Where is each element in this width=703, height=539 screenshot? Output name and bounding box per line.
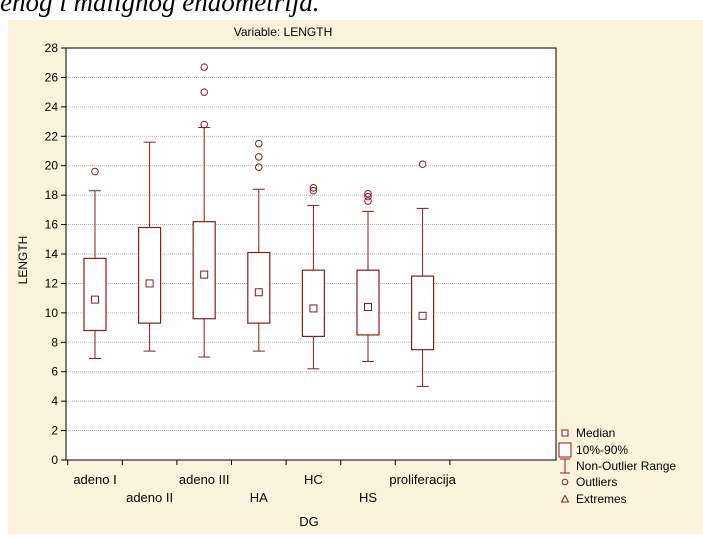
- percentile-box: [356, 269, 380, 336]
- percentile-box: [192, 221, 216, 320]
- median-marker: [364, 302, 372, 311]
- legend-median-symbol: [561, 429, 569, 437]
- box-1: [83, 167, 107, 359]
- box-plot-chart: Variable: LENGTH DG LENGTH 0246810121416…: [16, 25, 676, 529]
- x-tick-label: HA: [250, 490, 268, 505]
- outlier-point: [309, 186, 318, 195]
- y-tick-label: 16: [45, 218, 59, 232]
- legend-label: Median: [576, 426, 615, 440]
- y-tick-label: 14: [45, 247, 59, 261]
- legend-label: Non-Outlier Range: [576, 459, 676, 473]
- y-tick-label: 2: [51, 424, 58, 438]
- outlier-point: [309, 183, 318, 192]
- y-axis-label: LENGTH: [16, 236, 30, 285]
- outlier-point: [418, 160, 427, 169]
- y-tick-label: 24: [45, 100, 59, 114]
- legend-outlier-symbol: [561, 478, 569, 486]
- outlier-point: [91, 167, 99, 176]
- box-4: [247, 139, 271, 352]
- y-tick-label: 18: [45, 188, 59, 202]
- x-tick-label: adeno II: [126, 490, 173, 505]
- percentile-box: [138, 226, 162, 324]
- box-3: [192, 63, 216, 358]
- median-marker: [145, 279, 154, 288]
- y-tick-label: 4: [51, 394, 58, 408]
- chart-title: Variable: LENGTH: [234, 25, 332, 39]
- outlier-point: [364, 197, 372, 205]
- percentile-box: [83, 257, 107, 332]
- y-tick-label: 20: [45, 159, 59, 173]
- median-marker: [309, 304, 318, 313]
- figure-caption: enog i malignog endometrija.: [0, 0, 320, 17]
- x-tick-label: HS: [359, 490, 377, 505]
- legend-label: Extremes: [576, 492, 627, 506]
- y-tick-label: 22: [45, 129, 59, 143]
- y-tick-label: 10: [45, 306, 59, 320]
- y-tick-label: 0: [51, 453, 58, 467]
- box-6: [356, 189, 380, 362]
- median-marker: [200, 270, 209, 279]
- outlier-point: [364, 192, 372, 201]
- y-tick-label: 26: [45, 70, 59, 84]
- outlier-point: [364, 189, 372, 198]
- outlier-point: [255, 153, 263, 161]
- chart-figure: Variable: LENGTH DG LENGTH 0 2 4 6 8 10 12 14 16…: [8, 20, 703, 534]
- percentile-box: [301, 269, 325, 338]
- y-tick-label: 28: [45, 41, 59, 55]
- box-2: [138, 141, 162, 352]
- median-marker: [91, 295, 99, 304]
- x-tick-label: adeno III: [179, 472, 230, 487]
- percentile-box: [247, 251, 271, 324]
- outlier-point: [200, 88, 208, 96]
- plot-frame: [65, 47, 557, 461]
- x-tick-label: proliferacija: [389, 472, 456, 487]
- legend: Median 10%-90% Non-Outlier Range Outliers Ex…: [558, 426, 676, 506]
- x-tick-label: HC: [304, 472, 323, 487]
- outlier-point: [200, 63, 208, 71]
- x-axis-label: DG: [299, 514, 319, 529]
- outlier-point: [200, 120, 208, 129]
- plot-area: [83, 63, 435, 387]
- legend-box-symbol: [558, 442, 572, 458]
- legend-label: Outliers: [576, 475, 617, 489]
- y-tick-label: 6: [51, 365, 58, 379]
- box-7: [411, 160, 435, 387]
- median-marker: [418, 311, 427, 320]
- legend-label: 10%-90%: [576, 443, 628, 457]
- median-marker: [254, 288, 263, 297]
- legend-extreme-symbol: [560, 494, 570, 503]
- outlier-point: [255, 139, 263, 148]
- y-tick-label: 12: [45, 276, 59, 290]
- outlier-point: [255, 163, 263, 171]
- y-tick-label: 8: [51, 335, 58, 349]
- box-5: [301, 183, 325, 370]
- x-tick-label: adeno I: [73, 472, 116, 487]
